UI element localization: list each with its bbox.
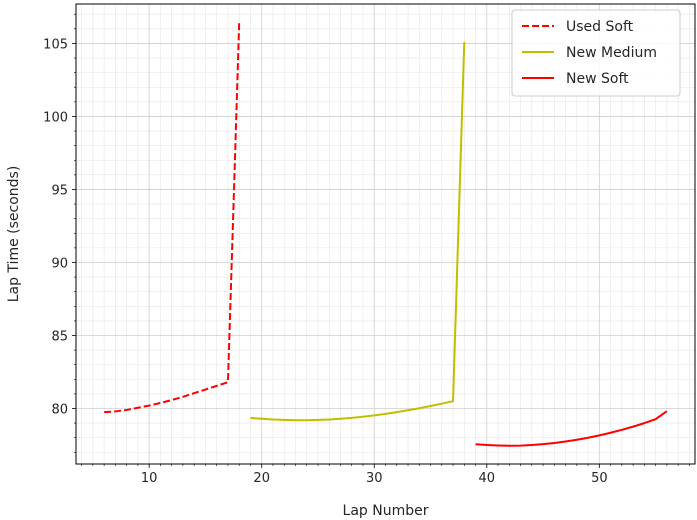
y-tick-label: 100 [43,110,68,125]
x-tick-label: 20 [253,471,270,486]
series-line-new-soft [475,410,668,447]
series-line-new-medium [250,41,466,422]
x-tick-label: 10 [141,471,158,486]
x-axis-label: Lap Number [343,503,429,519]
y-tick-label: 105 [43,37,68,52]
legend-box [511,9,681,97]
legend-label-new-medium: New Medium [566,45,657,61]
y-tick-label: 85 [51,329,68,344]
legend: Used Soft New Medium New Soft [511,9,681,97]
x-tick-label: 50 [591,471,608,486]
y-tick-label: 90 [51,256,68,271]
minor-grid [76,4,695,464]
series-line-used-soft [104,22,241,414]
x-tick-label: 40 [479,471,496,486]
legend-label-new-soft: New Soft [566,71,629,87]
ticks-layer: 10 20 30 40 50 80 85 90 95 100 105 [43,13,690,486]
y-tick-label: 80 [51,403,68,418]
series-layer [104,22,668,447]
y-tick-label: 95 [51,183,68,198]
legend-label-used-soft: Used Soft [566,19,634,35]
x-tick-label: 30 [366,471,383,486]
y-axis-label: Lap Time (seconds) [6,166,22,303]
